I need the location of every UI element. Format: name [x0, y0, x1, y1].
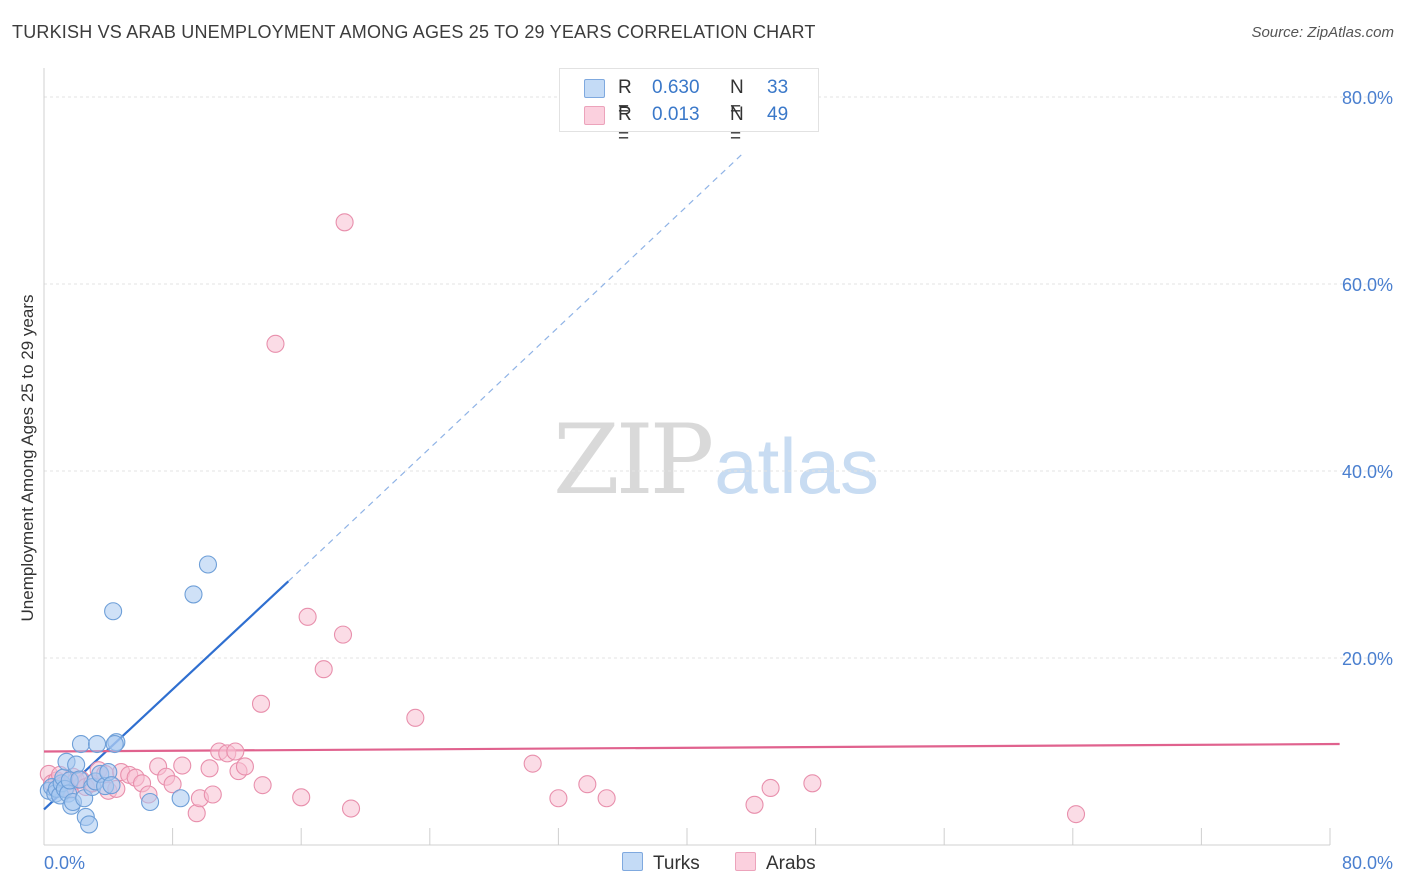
arabs-point	[597, 789, 616, 808]
turks-point	[171, 789, 190, 808]
turks-trend-extension	[287, 152, 744, 582]
turks-n-value: 33	[767, 77, 789, 98]
arabs-point	[406, 708, 425, 727]
x-tick-label: 0.0%	[44, 853, 85, 873]
arabs-n-value: 49	[767, 104, 789, 125]
watermark-atlas: atlas	[714, 422, 879, 510]
arabs-point	[251, 694, 271, 713]
trend-lines	[43, 152, 1340, 811]
arabs-point	[803, 774, 822, 793]
watermark-zip: ZIP	[553, 404, 714, 516]
arabs-trend-line	[43, 742, 1340, 753]
source-credit: Source: ZipAtlas.com	[1251, 24, 1394, 41]
arabs-point	[523, 754, 542, 773]
turks-r-value: 0.630	[652, 77, 700, 98]
arabs-point	[226, 742, 245, 761]
turks-swatch	[584, 79, 605, 98]
axes	[43, 68, 1331, 846]
legend-arabs-swatch	[735, 852, 756, 871]
watermark: ZIPatlas	[553, 404, 879, 516]
legend-arabs-label: Arabs	[766, 853, 816, 874]
arabs-r-label: R =	[618, 104, 632, 147]
data-points	[39, 213, 1086, 834]
turks-point	[102, 776, 121, 795]
arabs-point	[761, 778, 780, 798]
arabs-swatch	[584, 106, 605, 125]
y-tick-label: 40.0%	[1342, 462, 1393, 482]
arabs-point	[200, 759, 219, 778]
arabs-point	[333, 625, 353, 644]
arabs-point	[549, 789, 568, 808]
arabs-point	[253, 776, 272, 795]
legend-item-arabs[interactable]: Arabs	[735, 852, 816, 875]
y-tick-label: 60.0%	[1342, 275, 1393, 295]
turks-point	[198, 555, 218, 574]
turks-point	[104, 602, 123, 621]
arabs-r-value: 0.013	[652, 104, 700, 125]
correlation-stats-box: R = 0.630 N = 33 R = 0.013 N = 49	[559, 68, 819, 147]
arabs-point	[235, 757, 254, 776]
arabs-point	[292, 788, 311, 807]
turks-n-label: N =	[730, 77, 744, 120]
arabs-point	[1066, 805, 1086, 824]
legend-item-turks[interactable]: Turks	[622, 852, 700, 875]
arabs-point	[578, 775, 597, 794]
arabs-point	[173, 756, 192, 775]
arabs-point	[314, 660, 333, 679]
arabs-n-label: N =	[730, 104, 744, 147]
arabs-point	[335, 213, 354, 232]
turks-point	[87, 734, 107, 754]
legend-turks-label: Turks	[653, 853, 700, 874]
grid-lines	[44, 96, 1390, 659]
y-tick-label: 80.0%	[1342, 88, 1393, 108]
arabs-point	[341, 799, 361, 818]
chart-title: TURKISH VS ARAB UNEMPLOYMENT AMONG AGES …	[12, 22, 816, 42]
legend-turks-swatch	[622, 852, 643, 871]
x-tick-label: 80.0%	[1342, 853, 1393, 873]
arabs-point	[298, 607, 317, 626]
turks-point	[71, 734, 91, 754]
turks-point	[184, 585, 203, 604]
turks-point	[79, 815, 99, 834]
turks-point	[67, 755, 86, 774]
arabs-point	[187, 804, 206, 823]
turks-point	[141, 792, 160, 812]
arabs-point	[266, 334, 285, 353]
arabs-point	[203, 785, 222, 804]
turks-point	[105, 734, 124, 754]
y-tick-label: 20.0%	[1342, 649, 1393, 669]
arabs-point	[163, 775, 182, 794]
tick-labels: 20.0% 40.0% 60.0% 80.0% 0.0% 80.0%	[44, 88, 1393, 873]
turks-r-label: R =	[618, 77, 632, 120]
arabs-point	[745, 795, 764, 814]
